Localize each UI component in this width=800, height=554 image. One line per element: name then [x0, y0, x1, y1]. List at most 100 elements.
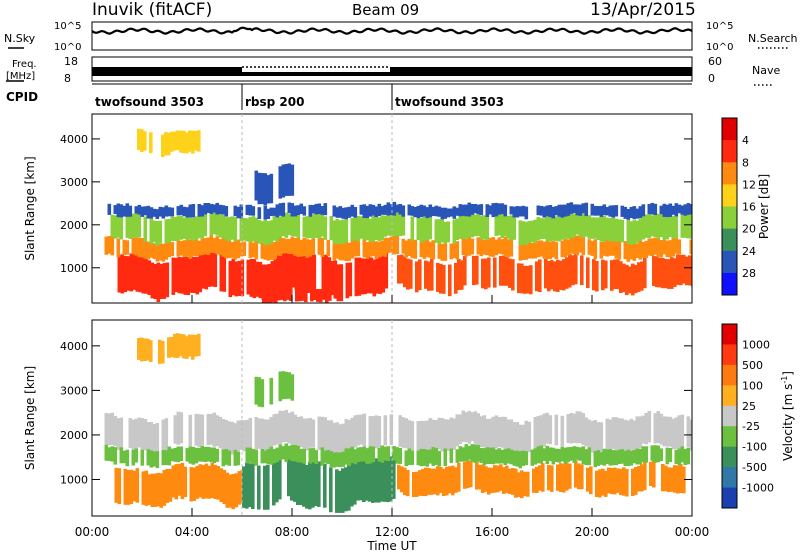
heatmap-band-cell	[443, 241, 448, 261]
heatmap-band-cell	[242, 218, 247, 241]
heatmap-band-cell	[140, 206, 145, 217]
heatmap-band-cell	[566, 447, 571, 462]
heatmap-band-cell	[281, 371, 286, 400]
heatmap-band-cell	[299, 461, 303, 505]
heatmap-band-cell	[656, 238, 661, 257]
heatmap-band-cell	[527, 220, 532, 243]
heatmap-band-cell	[231, 474, 236, 510]
heatmap-band-cell	[317, 213, 322, 239]
nsky-label: N.Sky	[4, 32, 36, 45]
heatmap-band-cell	[176, 216, 181, 241]
heatmap-band-cell	[467, 202, 472, 217]
heatmap-band-cell	[344, 218, 349, 243]
heatmap-band-cell	[200, 238, 205, 256]
heatmap-band-cell	[608, 449, 613, 466]
colorbar-swatch	[722, 426, 737, 448]
heatmap-band-cell	[389, 211, 394, 236]
heatmap-band-cell	[386, 456, 390, 503]
heatmap-band-cell	[569, 412, 574, 444]
heatmap-band-cell	[149, 217, 154, 245]
heatmap-band-cell	[590, 421, 595, 453]
heatmap-band-cell	[619, 261, 623, 293]
heatmap-band-cell	[311, 214, 316, 239]
heatmap-band-cell	[143, 240, 148, 259]
heatmap-band-cell	[487, 467, 491, 495]
heatmap-band-cell	[317, 236, 322, 255]
heatmap-band-cell	[323, 450, 328, 463]
heatmap-band-cell	[632, 206, 637, 220]
heatmap-band-cell	[652, 459, 656, 488]
heatmap-band-cell	[338, 206, 343, 218]
heatmap-band-cell	[658, 257, 662, 288]
heatmap-band-cell	[275, 217, 280, 242]
heatmap-band-cell	[404, 450, 409, 467]
heatmap-band-cell	[416, 421, 421, 454]
heatmap-band-cell	[327, 257, 332, 293]
heatmap-band-cell	[674, 214, 679, 239]
heatmap-band-cell	[353, 207, 358, 218]
heatmap-band-cell	[599, 216, 604, 242]
heatmap-band-cell	[454, 467, 458, 493]
heatmap-band-cell	[604, 260, 608, 289]
heatmap-band-cell	[368, 446, 373, 464]
heatmap-band-cell	[536, 205, 541, 216]
heatmap-band-cell	[562, 464, 566, 493]
heatmap-band-cell	[150, 473, 155, 508]
heatmap-band-cell	[464, 239, 469, 257]
heatmap-band-cell	[353, 459, 357, 505]
heatmap-band-cell	[502, 255, 506, 286]
heatmap-band-cell	[321, 255, 326, 291]
heatmap-band-cell	[137, 204, 142, 215]
heatmap-band-cell	[611, 215, 616, 242]
heatmap-band-cell	[380, 240, 385, 256]
heatmap-band-cell	[113, 205, 118, 214]
heatmap-band-cell	[662, 214, 667, 241]
heatmap-band-cell	[689, 212, 692, 239]
heatmap-band-cell	[209, 447, 214, 463]
date-title: 13/Apr/2015	[590, 0, 696, 20]
heatmap-band-cell	[536, 217, 541, 241]
heatmap-band-cell	[353, 415, 358, 448]
heatmap-band-cell	[629, 221, 634, 245]
heatmap-band-cell	[329, 467, 333, 513]
heatmap-band-cell	[464, 412, 469, 443]
colorbar-swatch	[722, 405, 737, 427]
heatmap-band-cell	[539, 415, 544, 448]
heatmap-band-cell	[275, 455, 279, 503]
heatmap-band-cell	[458, 414, 463, 445]
heatmap-band-cell	[204, 251, 209, 290]
noise-strip: N.Sky 10^5 10^0 10^5 10^0 N.Search	[4, 21, 798, 53]
heatmap-band-cell	[134, 212, 139, 239]
heatmap-band-cell	[560, 446, 565, 462]
heatmap-band-cell	[197, 216, 202, 239]
heatmap-band-cell	[638, 449, 643, 465]
heatmap-band-cell	[668, 448, 673, 463]
heatmap-band-cell	[560, 204, 565, 218]
heatmap-band-cell	[286, 286, 290, 300]
heatmap-band-cell	[487, 257, 491, 288]
heatmap-band-cell	[269, 220, 274, 244]
heatmap-band-cell	[311, 462, 315, 508]
heatmap-band-cell	[392, 453, 396, 499]
heatmap-band-cell	[146, 422, 151, 453]
heatmap-band-cell	[548, 205, 553, 218]
heatmap-band-cell	[491, 416, 496, 450]
x-tick-label: 20:00	[575, 525, 610, 539]
heatmap-band-cell	[404, 240, 409, 258]
heatmap-band-cell	[156, 472, 161, 507]
heatmap-band-cell	[272, 216, 277, 241]
heatmap-band-cell	[412, 472, 416, 497]
heatmap-band-cell	[494, 213, 499, 236]
heatmap-band-cell	[410, 239, 415, 259]
heatmap-band-cell	[500, 203, 505, 214]
heatmap-band-cell	[215, 202, 220, 215]
heatmap-band-cell	[338, 424, 343, 453]
heatmap-band-cell	[434, 219, 439, 243]
heatmap-band-cell	[140, 337, 144, 362]
heatmap-band-cell	[230, 421, 235, 455]
heatmap-band-cell	[141, 471, 146, 505]
heatmap-band-cell	[164, 219, 169, 244]
heatmap-band-cell	[305, 418, 310, 451]
heatmap-band-cell	[635, 243, 640, 258]
heatmap-band-cell	[400, 254, 404, 284]
